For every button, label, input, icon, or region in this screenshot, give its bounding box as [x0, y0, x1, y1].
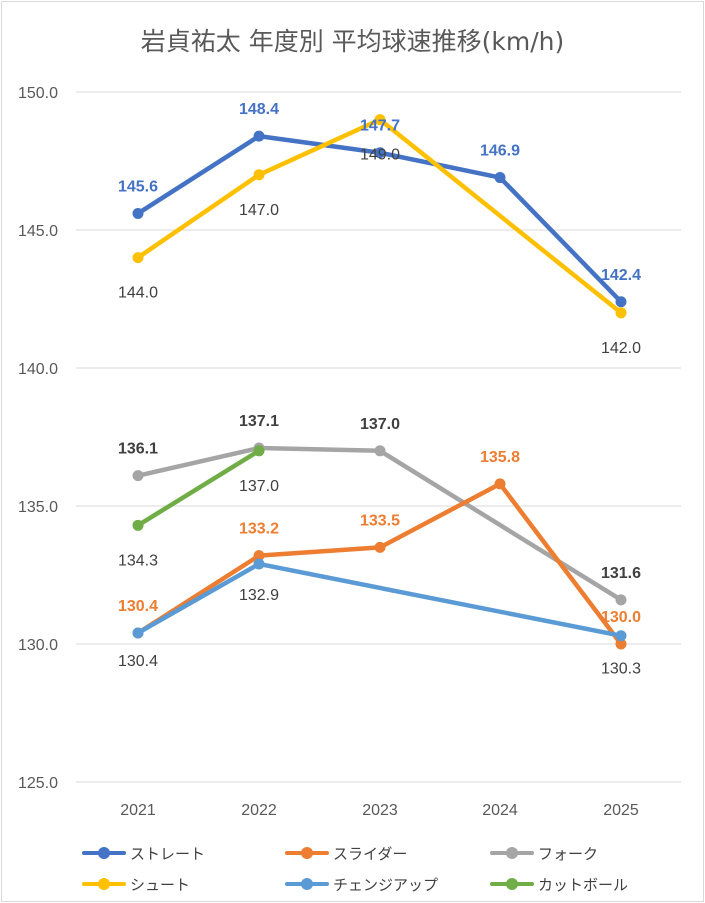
data-label: 149.0 [360, 147, 400, 164]
legend-item: カットボール [490, 873, 628, 895]
legend-item: ストレート [82, 842, 205, 864]
data-label: 137.0 [239, 478, 279, 495]
data-label: 145.6 [118, 178, 158, 195]
y-tick-label: 150.0 [18, 85, 58, 102]
data-label: 130.0 [601, 609, 641, 626]
y-tick-label: 135.0 [18, 499, 58, 516]
y-tick-label: 130.0 [18, 637, 58, 654]
series-line [135, 117, 624, 316]
data-point [253, 169, 265, 181]
data-label: 147.0 [239, 202, 279, 219]
data-label: 137.1 [239, 413, 279, 430]
data-point [132, 470, 144, 482]
x-tick-label: 2023 [362, 802, 398, 819]
series-line [135, 561, 624, 638]
legend-item: スライダー [285, 842, 407, 864]
x-tick-label: 2022 [241, 802, 277, 819]
data-point [253, 130, 265, 142]
data-label: 136.1 [118, 441, 158, 458]
data-point [374, 541, 386, 553]
data-label: 133.2 [239, 521, 279, 538]
x-tick-label: 2021 [120, 802, 156, 819]
y-tick-label: 145.0 [18, 223, 58, 240]
data-label: 132.9 [239, 587, 279, 604]
data-point [132, 519, 144, 531]
legend-swatch [82, 873, 126, 895]
data-label: 130.3 [601, 661, 641, 678]
data-label: 147.7 [360, 118, 400, 135]
legend-label: シュート [130, 875, 191, 894]
y-tick-label: 125.0 [18, 775, 58, 792]
data-point [253, 558, 265, 570]
data-point [615, 307, 627, 319]
data-point [253, 445, 265, 457]
data-label: 130.4 [118, 653, 158, 670]
data-point [615, 630, 627, 642]
chart-title: 岩貞祐太 年度別 平均球速推移(km/h) [140, 27, 565, 56]
data-point [494, 172, 506, 184]
data-label: 137.0 [360, 416, 400, 433]
data-label: 133.5 [360, 512, 400, 529]
data-point [253, 550, 265, 562]
data-point [374, 114, 386, 126]
data-label: 142.0 [601, 340, 641, 357]
legend-label: カットボール [538, 875, 629, 894]
data-point [132, 627, 144, 639]
legend-item: シュート [82, 873, 190, 895]
data-point [374, 147, 386, 159]
data-point [615, 594, 627, 606]
legend-label: チェンジアップ [333, 875, 439, 894]
data-label: 148.4 [239, 101, 279, 118]
data-label: 146.9 [480, 143, 520, 160]
legend-label: フォーク [538, 844, 599, 863]
x-tick-label: 2024 [482, 802, 518, 819]
data-point [494, 478, 506, 490]
data-point [615, 638, 627, 650]
chart-legend: ストレート スライダー フォークシュート チェンジアップ カットボール [0, 838, 705, 898]
legend-item: フォーク [490, 842, 598, 864]
legend-label: ストレート [130, 844, 206, 863]
legend-swatch [285, 873, 329, 895]
data-label: 134.3 [118, 552, 158, 569]
data-label: 144.0 [118, 285, 158, 302]
legend-swatch [490, 873, 534, 895]
data-point [132, 207, 144, 219]
series-line [135, 445, 624, 603]
legend-swatch [82, 842, 126, 864]
legend-item: チェンジアップ [285, 873, 438, 895]
legend-label: スライダー [333, 844, 408, 863]
series-line [135, 448, 262, 528]
legend-swatch [490, 842, 534, 864]
y-tick-label: 140.0 [18, 361, 58, 378]
data-label: 131.6 [601, 565, 641, 582]
data-label: 142.4 [601, 267, 641, 284]
data-label: 135.8 [480, 449, 520, 466]
data-label: 130.4 [118, 598, 158, 615]
data-point [615, 296, 627, 308]
data-point [374, 445, 386, 457]
data-point [132, 252, 144, 264]
x-tick-label: 2025 [603, 802, 639, 819]
legend-swatch [285, 842, 329, 864]
